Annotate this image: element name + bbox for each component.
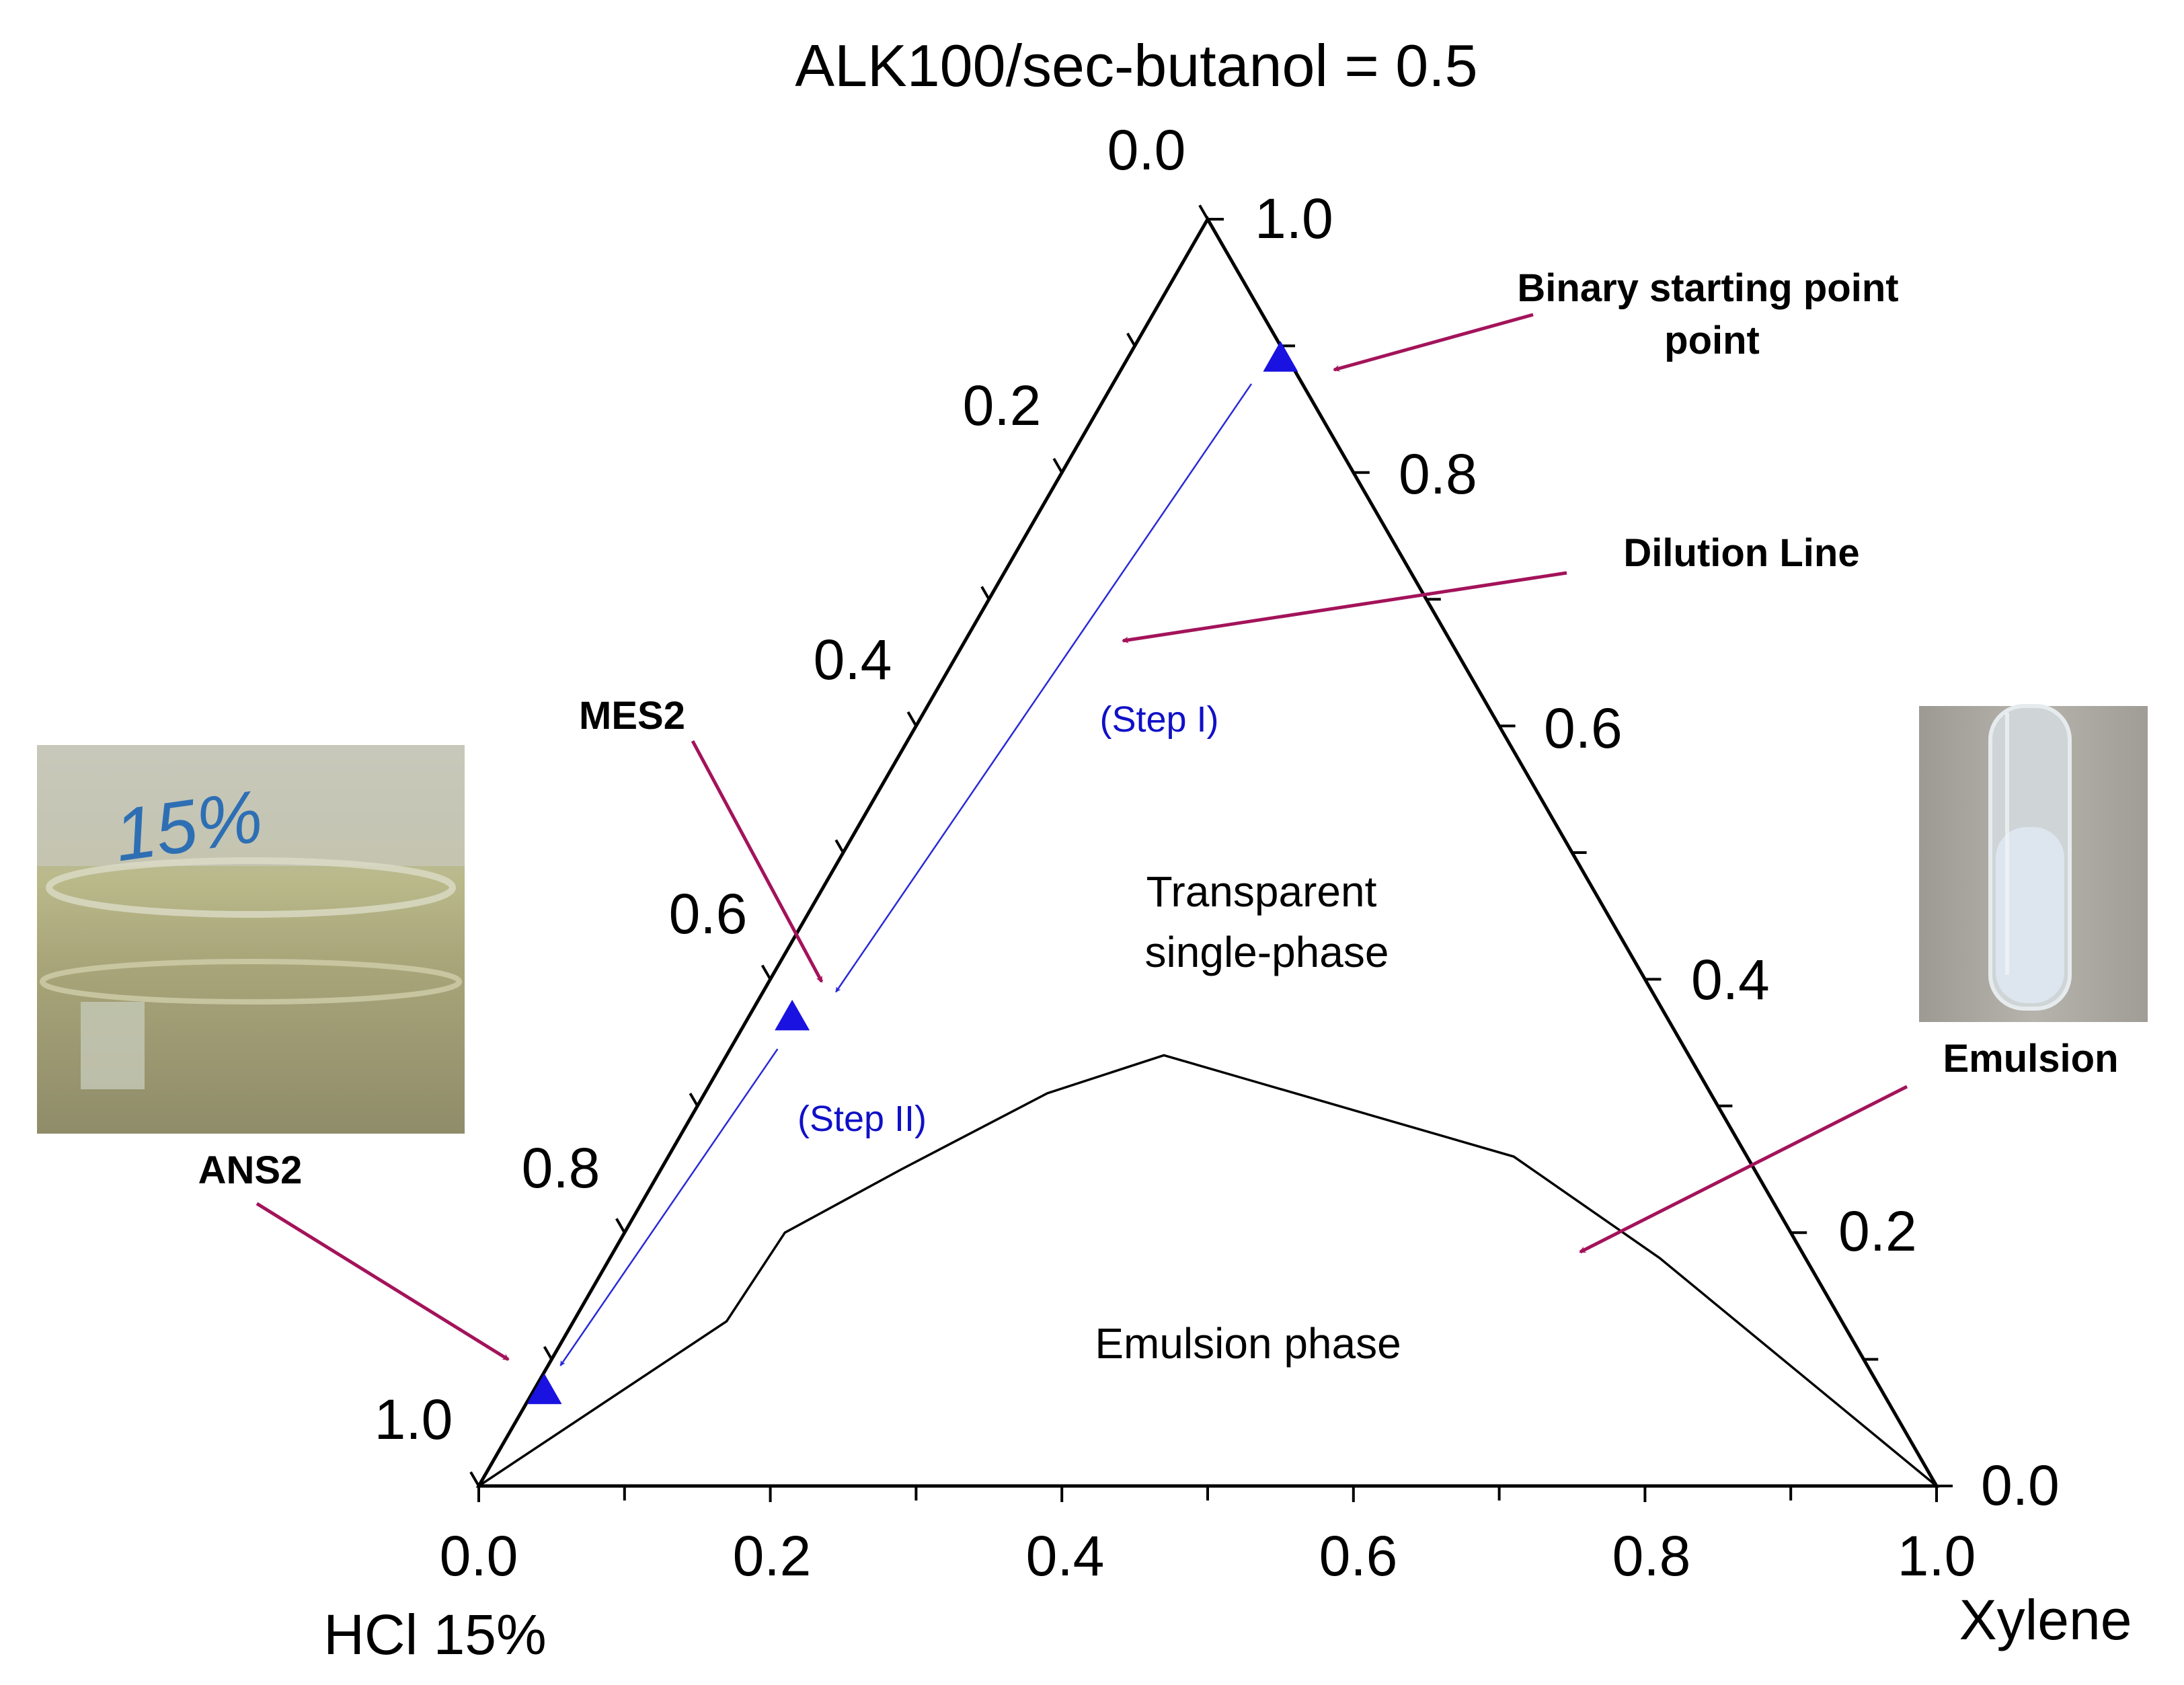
marker-mes2 — [775, 999, 810, 1031]
emulsion-annotation: Emulsion — [1943, 1037, 2118, 1081]
right-tick-label: 0.4 — [1691, 948, 1770, 1011]
bottom-tick-label: 1.0 — [1898, 1524, 1976, 1588]
left-tick-label: 0.4 — [814, 628, 892, 691]
right-tick-label: 0.6 — [1544, 697, 1623, 760]
binary-start-annotation-line1: Binary starting point — [1517, 266, 1898, 310]
region-single-phase-line1: Transparent — [1146, 867, 1377, 916]
left-tick-label: 0.2 — [963, 374, 1042, 437]
ans2-annotation: ANS2 — [198, 1148, 303, 1192]
left-tick — [543, 1345, 553, 1360]
left-tick-labels: 0.0 0.2 0.4 0.6 0.8 1.0 — [375, 118, 1186, 1451]
bottom-axis-title: HCl 15% — [323, 1603, 546, 1666]
left-tick — [1198, 204, 1209, 221]
marker-ans2 — [526, 1373, 562, 1405]
dilution-step-line — [835, 383, 1253, 993]
right-tick-label: 0.2 — [1838, 1200, 1917, 1263]
right-tick-label: 0.0 — [1981, 1454, 2060, 1517]
left-tick — [615, 1218, 626, 1234]
left-tick — [906, 711, 918, 727]
emulsion-photo — [1919, 704, 2148, 1022]
step-2-label: (Step II) — [797, 1099, 927, 1139]
binary-start-annotation-line2: point — [1664, 319, 1760, 362]
ternary-frame — [475, 215, 1940, 1488]
phase-boundary — [478, 1054, 1938, 1487]
region-emulsion-phase: Emulsion phase — [1095, 1319, 1401, 1368]
dilution-step-line — [559, 1048, 779, 1366]
region-single-phase-line2: single-phase — [1145, 928, 1389, 976]
right-tick-labels: 0.0 0.2 0.4 0.6 0.8 1.0 — [1255, 187, 2060, 1517]
dilution-line-arrow — [1122, 571, 1567, 643]
dilution-line-annotation: Dilution Line — [1623, 531, 1859, 575]
ans2-arrow — [256, 1202, 510, 1362]
left-tick-label: 0.6 — [669, 882, 748, 945]
left-tick — [689, 1093, 699, 1107]
annotation-arrows — [256, 313, 1908, 1362]
left-tick-label: 0.0 — [1107, 118, 1186, 182]
step-1-label: (Step I) — [1099, 699, 1218, 740]
right-tick-label: 0.8 — [1399, 442, 1477, 506]
emulsion-arrow — [1579, 1085, 1908, 1254]
bottom-tick-label: 0.2 — [733, 1524, 812, 1588]
left-tick — [834, 839, 845, 854]
left-tick — [980, 586, 990, 600]
bottom-tick-label: 0.4 — [1026, 1524, 1105, 1588]
right-tick-label: 1.0 — [1255, 187, 1333, 250]
tick-marks — [469, 204, 1953, 1502]
left-tick — [760, 964, 772, 980]
mes2-arrow — [691, 740, 824, 983]
bottom-tick-label: 0.0 — [440, 1524, 518, 1588]
composition-markers — [526, 341, 1298, 1405]
bottom-tick-label: 0.8 — [1612, 1524, 1691, 1588]
dilution-steps — [559, 383, 1253, 1366]
binary-start-arrow — [1333, 313, 1534, 372]
ans2-photo: 15% — [37, 745, 465, 1134]
triangle-outline — [475, 215, 1940, 1488]
left-tick-label: 0.8 — [522, 1136, 600, 1200]
mes2-annotation: MES2 — [579, 694, 685, 738]
left-tick-label: 1.0 — [375, 1388, 453, 1451]
marker-binary-starting-point — [1263, 341, 1298, 372]
left-tick — [1126, 332, 1136, 347]
bottom-tick-labels: 0.0 0.2 0.4 0.6 0.8 1.0 — [440, 1524, 1976, 1588]
chart-title: ALK100/sec-butanol = 0.5 — [795, 32, 1477, 99]
left-tick — [1052, 458, 1063, 473]
left-tick — [469, 1471, 480, 1487]
bottom-tick-label: 0.6 — [1319, 1524, 1398, 1588]
right-axis-title: Xylene — [1959, 1588, 2132, 1651]
flask-handwriting: 15% — [110, 775, 268, 877]
